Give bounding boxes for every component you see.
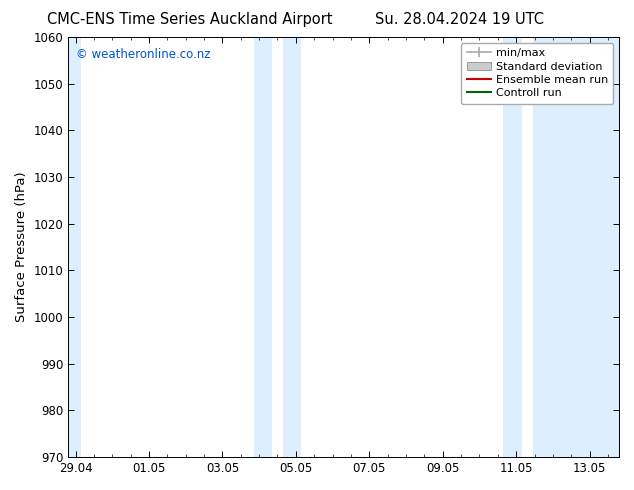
Text: CMC-ENS Time Series Auckland Airport: CMC-ENS Time Series Auckland Airport (48, 12, 333, 27)
Bar (533, 37, 619, 457)
Legend: min/max, Standard deviation, Ensemble mean run, Controll run: min/max, Standard deviation, Ensemble me… (461, 43, 614, 104)
Y-axis label: Surface Pressure (hPa): Surface Pressure (hPa) (15, 172, 28, 322)
Text: © weatheronline.co.nz: © weatheronline.co.nz (77, 48, 211, 61)
Text: Su. 28.04.2024 19 UTC: Su. 28.04.2024 19 UTC (375, 12, 544, 27)
Bar (254, 37, 272, 457)
Bar (283, 37, 301, 457)
Bar (68, 37, 81, 457)
Bar (503, 37, 522, 457)
